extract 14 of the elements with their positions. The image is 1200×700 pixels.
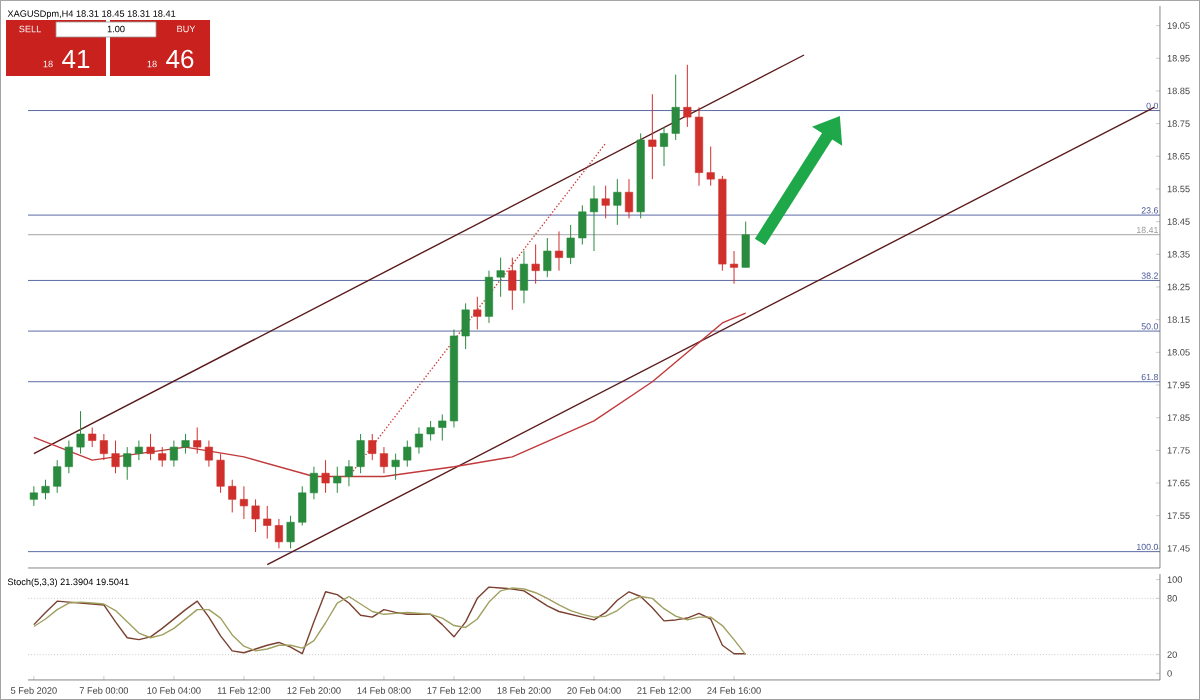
candlestick bbox=[531, 244, 540, 285]
annotation: 41 bbox=[62, 50, 90, 68]
candlestick bbox=[613, 178, 622, 226]
candlestick bbox=[473, 296, 482, 330]
candlestick bbox=[624, 178, 634, 219]
candlestick bbox=[519, 250, 529, 304]
candlestick bbox=[543, 237, 552, 278]
candlestick bbox=[741, 221, 750, 268]
candlestick bbox=[601, 185, 610, 219]
candlestick bbox=[648, 93, 657, 180]
candlestick bbox=[508, 257, 517, 311]
annotation: 46 bbox=[166, 49, 194, 69]
candlestick bbox=[321, 459, 330, 494]
candlestick bbox=[554, 230, 564, 272]
